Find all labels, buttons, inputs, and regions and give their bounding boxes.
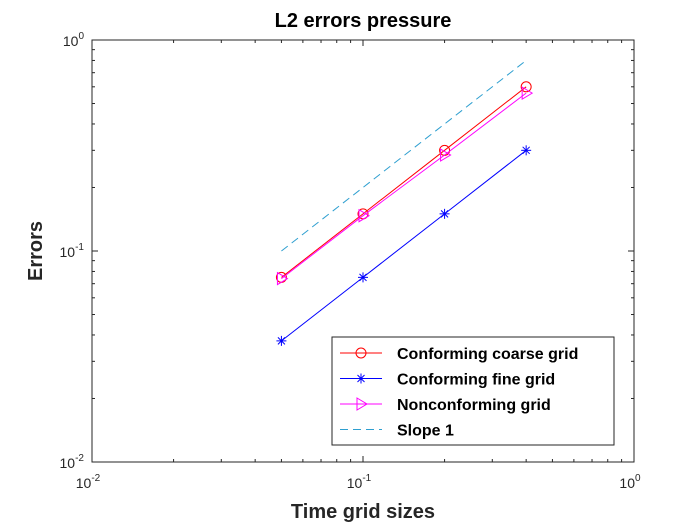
series-layer <box>275 60 534 346</box>
legend-item-4: Slope 1 <box>340 423 454 440</box>
legend-item-3: Nonconforming grid <box>340 397 551 414</box>
legend-marker-1-shape <box>355 347 367 359</box>
legend-marker-3-shape <box>356 397 368 411</box>
legend-label-1: Conforming coarse grid <box>397 346 578 363</box>
x-axis-title: Time grid sizes <box>291 501 435 523</box>
series-1-point-4-shape <box>520 81 532 93</box>
legend-marker-2 <box>356 373 366 384</box>
legend-marker-2-stroke-d2 <box>357 374 365 383</box>
x-tick-label-2: 10-1 <box>347 473 372 491</box>
legend-item-2: Conforming fine grid <box>340 372 555 389</box>
series-3-line <box>281 92 527 279</box>
series-3-point-4-shape <box>521 86 534 101</box>
series-3-point-3-shape <box>440 148 452 162</box>
y-tick-label-2: 10-1 <box>60 242 85 260</box>
series-2-point-3 <box>439 208 450 219</box>
series-2-point-3-stroke-d2 <box>440 209 449 218</box>
series-1 <box>275 81 532 283</box>
legend-marker-3 <box>356 397 368 411</box>
legend-label-3: Nonconforming grid <box>397 397 551 414</box>
series-2-point-1-stroke-d2 <box>277 337 286 345</box>
chart-title: L2 errors pressure <box>275 10 452 32</box>
series-2 <box>276 145 532 346</box>
series-1-line <box>281 86 527 278</box>
legend-label-4: Slope 1 <box>397 423 454 440</box>
series-3-point-1-shape <box>276 271 289 286</box>
x-tick-label-3: 100 <box>619 473 641 491</box>
y-tick-label-3: 100 <box>63 31 85 49</box>
series-3-point-2 <box>358 208 370 223</box>
legend-label-2: Conforming fine grid <box>397 372 555 389</box>
series-2-point-4 <box>521 145 532 156</box>
legend-item-1: Conforming coarse grid <box>340 346 578 363</box>
y-axis-title: Errors <box>25 221 47 281</box>
legend-marker-1 <box>355 347 367 359</box>
series-2-point-4-stroke-d2 <box>522 146 531 155</box>
y-tick-label-1: 10-2 <box>60 453 85 471</box>
series-2-point-1 <box>276 335 287 346</box>
series-3 <box>276 86 534 286</box>
legend-box <box>331 336 615 446</box>
series-3-point-4 <box>521 86 534 101</box>
x-tick-label-1: 10-2 <box>76 473 101 491</box>
series-3-point-3 <box>440 148 452 162</box>
ticks-layer: 10-2 10-1 100 10-2 10-1 100 <box>60 31 641 491</box>
series-3-point-2-shape <box>358 208 370 223</box>
series-2-point-2-stroke-d2 <box>359 273 367 282</box>
series-3-point-1 <box>276 271 289 286</box>
legend: Conforming coarse grid Conforming fine gr… <box>331 336 615 446</box>
series-1-point-4 <box>520 81 532 93</box>
series-2-line <box>281 149 527 342</box>
series-2-point-2 <box>358 272 368 283</box>
legend-items: Conforming coarse grid Conforming fine gr… <box>340 346 578 440</box>
